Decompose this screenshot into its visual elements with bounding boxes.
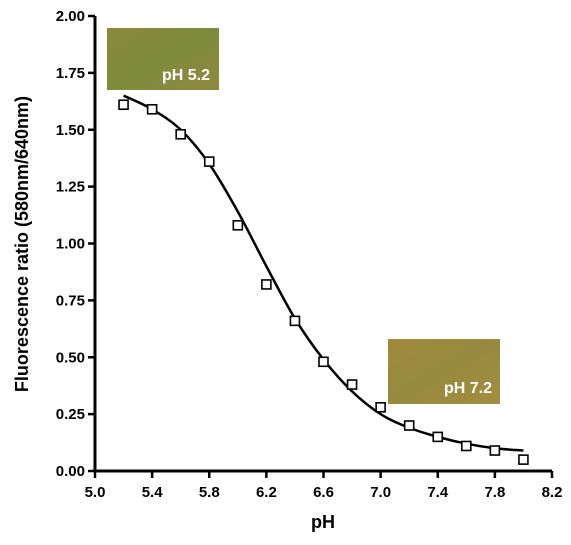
data-point bbox=[489, 445, 501, 456]
y-tick-label: 1.75 bbox=[56, 65, 85, 82]
x-tick-label: 7.4 bbox=[427, 484, 449, 501]
data-point bbox=[375, 401, 386, 413]
y-tick-label: 2.00 bbox=[56, 8, 85, 25]
data-point bbox=[518, 454, 529, 465]
data-point bbox=[346, 379, 358, 390]
inset-image bbox=[107, 28, 219, 90]
annotation: pH 5.2 bbox=[162, 67, 210, 84]
x-tick-label: 5.8 bbox=[199, 484, 220, 501]
y-tick-label: 1.50 bbox=[56, 122, 85, 139]
x-tick-label: 5.4 bbox=[142, 484, 164, 501]
data-point bbox=[461, 440, 472, 452]
x-tick-label: 7.8 bbox=[484, 484, 505, 501]
x-tick-label: 7.0 bbox=[370, 484, 391, 501]
x-tick-label: 8.2 bbox=[542, 484, 563, 501]
y-tick-label: 0.50 bbox=[56, 349, 85, 366]
data-point bbox=[118, 99, 129, 111]
annotation: pH 7.2 bbox=[444, 380, 492, 397]
y-tick-label: 0.25 bbox=[56, 406, 85, 423]
x-axis-title: pH bbox=[311, 512, 335, 532]
x-tick-label: 6.6 bbox=[313, 484, 334, 501]
data-point bbox=[432, 431, 444, 443]
data-point bbox=[203, 156, 215, 167]
y-tick-label: 1.25 bbox=[56, 179, 85, 196]
y-tick-label: 1.00 bbox=[56, 236, 85, 253]
y-tick-label: 0.00 bbox=[56, 463, 85, 480]
data-point bbox=[261, 279, 272, 290]
data-point bbox=[289, 315, 301, 327]
x-tick-label: 6.2 bbox=[256, 484, 277, 501]
data-point bbox=[146, 103, 158, 115]
data-point bbox=[318, 356, 329, 368]
x-tick-label: 5.0 bbox=[85, 484, 106, 501]
y-axis-title: Fluorescence ratio (580nm/640nm) bbox=[12, 96, 32, 392]
y-tick-label: 0.75 bbox=[56, 292, 85, 309]
data-point bbox=[175, 129, 186, 140]
data-point bbox=[232, 220, 244, 231]
data-point bbox=[403, 420, 415, 431]
inset-image bbox=[388, 339, 500, 404]
